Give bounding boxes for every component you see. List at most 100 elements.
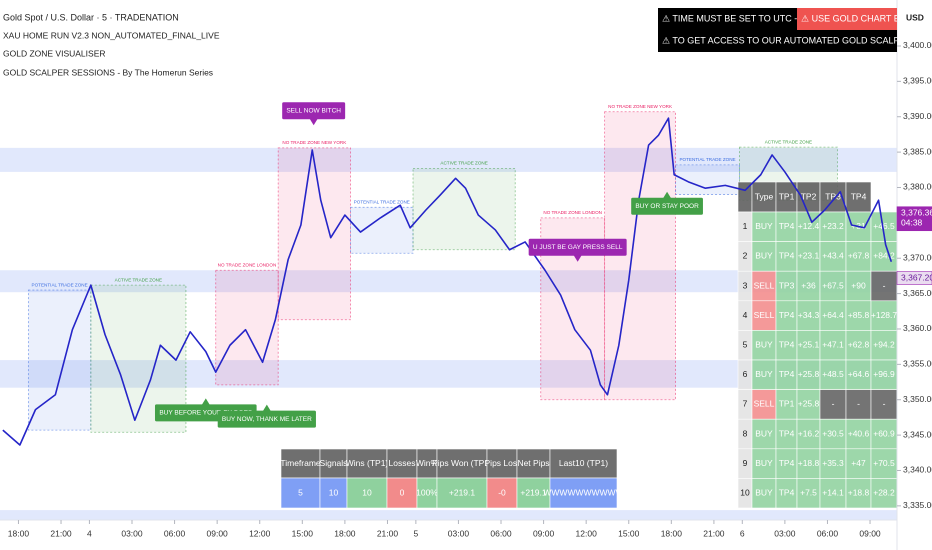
table-cell bbox=[870, 241, 898, 272]
zone-label: NO TRADE ZONE LONDON bbox=[218, 262, 277, 267]
table-value: +7.5 bbox=[800, 487, 817, 497]
session-zone bbox=[277, 147, 351, 321]
table-value: +18.8 bbox=[798, 458, 820, 468]
y-tick-label: 3,350.00 bbox=[903, 394, 932, 404]
table-cell bbox=[870, 389, 898, 420]
table-value: 0 bbox=[400, 487, 405, 497]
x-tick-label: 03:00 bbox=[774, 528, 796, 538]
x-tick-label: 09:00 bbox=[859, 528, 881, 538]
indicator-name: XAU HOME RUN V2.3 NON_AUTOMATED_FINAL_LI… bbox=[3, 30, 220, 40]
table-cell bbox=[819, 418, 847, 450]
signal-text: BUY OR STAY POOR bbox=[635, 203, 699, 210]
table-value: - bbox=[832, 399, 835, 409]
table-cell bbox=[280, 477, 321, 509]
table-cell bbox=[870, 359, 898, 390]
table-value: BUY bbox=[755, 428, 773, 438]
table-header: Pips Lost bbox=[485, 458, 521, 468]
warning-box: ⚠ TIME MUST BE SET TO UTC - ⚠ USE GOLD C… bbox=[658, 8, 932, 52]
x-tick-label: 06:00 bbox=[490, 528, 512, 538]
table-cell bbox=[845, 359, 872, 390]
table-value: 10 bbox=[329, 487, 339, 497]
table-value: WWWWWWWWWW bbox=[543, 487, 623, 497]
table-cell bbox=[819, 270, 847, 302]
x-tick-label: 18:00 bbox=[8, 528, 30, 538]
table-header-cell bbox=[319, 448, 348, 479]
table-cell bbox=[751, 270, 777, 302]
signal-box bbox=[282, 102, 346, 120]
table-value: +219.1 bbox=[449, 487, 476, 497]
support-band bbox=[0, 147, 897, 172]
table-value: - bbox=[857, 399, 860, 409]
table-cell bbox=[549, 477, 618, 509]
table-header: Type bbox=[755, 191, 774, 201]
table-header: TP3 bbox=[825, 191, 841, 201]
signal-text: BUY NOW, THANK ME LATER bbox=[222, 416, 312, 423]
table-value: +47.1 bbox=[822, 339, 844, 349]
table-value: TP4 bbox=[779, 221, 795, 231]
y-tick-label: 3,395.00 bbox=[903, 76, 932, 86]
table-value: +60.9 bbox=[873, 428, 895, 438]
x-tick-label: 15:00 bbox=[618, 528, 640, 538]
table-header-cell bbox=[486, 448, 518, 479]
table-value: BUY bbox=[755, 458, 773, 468]
table-cell bbox=[486, 477, 518, 509]
y-tick-label: 3,380.00 bbox=[903, 182, 932, 192]
indicator-name: GOLD SCALPER SESSIONS - By The Homerun S… bbox=[3, 67, 213, 77]
row-index: 7 bbox=[743, 399, 748, 409]
table-value: +46.5 bbox=[873, 221, 895, 231]
zone-label: NO TRADE ZONE LONDON bbox=[543, 210, 602, 215]
table-header: Wins (TP1) bbox=[346, 458, 389, 468]
price-tag-label: 3,367.20 bbox=[901, 272, 932, 282]
table-value: +64.4 bbox=[822, 310, 844, 320]
table-cell bbox=[819, 478, 847, 509]
zone-label: POTENTIAL TRADE ZONE bbox=[354, 200, 410, 205]
y-tick-label: 3,345.00 bbox=[903, 429, 932, 439]
y-tick-label: 3,340.00 bbox=[903, 465, 932, 475]
row-index: 1 bbox=[743, 221, 748, 231]
table-value: TP4 bbox=[779, 487, 795, 497]
warning-text: ⚠ TIME MUST BE SET TO UTC - bbox=[662, 13, 797, 23]
row-index: 9 bbox=[743, 458, 748, 468]
signal-label: SELL NOW BITCH bbox=[282, 102, 346, 126]
table-value: +18.8 bbox=[848, 487, 870, 497]
zone-label: ACTIVE TRADE ZONE bbox=[115, 277, 162, 282]
table-value: TP1 bbox=[779, 399, 795, 409]
x-tick-label: 21:00 bbox=[703, 528, 725, 538]
table-value: +96.9 bbox=[873, 369, 895, 379]
table-value: +28.2 bbox=[873, 487, 895, 497]
table-value: TP4 bbox=[779, 428, 795, 438]
table-value: SELL bbox=[754, 310, 775, 320]
x-tick-label: 06:00 bbox=[164, 528, 186, 538]
row-index: 5 bbox=[743, 339, 748, 349]
table-value: TP4 bbox=[779, 310, 795, 320]
row-index: 3 bbox=[743, 280, 748, 290]
table-value: +47 bbox=[851, 458, 866, 468]
table-value: TP4 bbox=[779, 251, 795, 261]
table-value: +12.4 bbox=[798, 221, 820, 231]
table-value: TP4 bbox=[779, 369, 795, 379]
table-value: TP3 bbox=[779, 280, 795, 290]
signal-arrow bbox=[309, 118, 318, 126]
x-tick-label: 18:00 bbox=[661, 528, 683, 538]
warning-text: ⚠ USE GOLD CHART BY TRADENATION bbox=[801, 13, 932, 23]
tables: Timeframe 5 Signals 10 Wins (TP1) 10 Losses 0 Wi… bbox=[280, 181, 898, 509]
table-value: +35.3 bbox=[822, 458, 844, 468]
y-tick-label: 3,385.00 bbox=[903, 146, 932, 156]
table-value: +23.2 bbox=[822, 221, 844, 231]
table-cell bbox=[845, 270, 872, 302]
table-value: +40.6 bbox=[848, 428, 870, 438]
row-index: 4 bbox=[743, 310, 748, 320]
table-cell bbox=[870, 448, 898, 479]
table-value: +25.1 bbox=[798, 339, 820, 349]
table-value: +70.5 bbox=[873, 458, 895, 468]
table-value: BUY bbox=[755, 487, 773, 497]
chart-title: Gold Spot / U.S. Dollar · 5 · TRADENATIO… bbox=[3, 12, 179, 22]
signal-arrow bbox=[262, 404, 271, 412]
warning-text: ⚠ TO GET ACCESS TO OUR AUTOMATED GOLD SC… bbox=[662, 35, 932, 45]
x-tick-label: 6 bbox=[740, 528, 745, 538]
zone-label: NO TRADE ZONE NEW YORK bbox=[608, 104, 673, 109]
table-cell bbox=[870, 270, 898, 302]
table-cell bbox=[751, 418, 777, 450]
x-tick-label: 12:00 bbox=[576, 528, 598, 538]
